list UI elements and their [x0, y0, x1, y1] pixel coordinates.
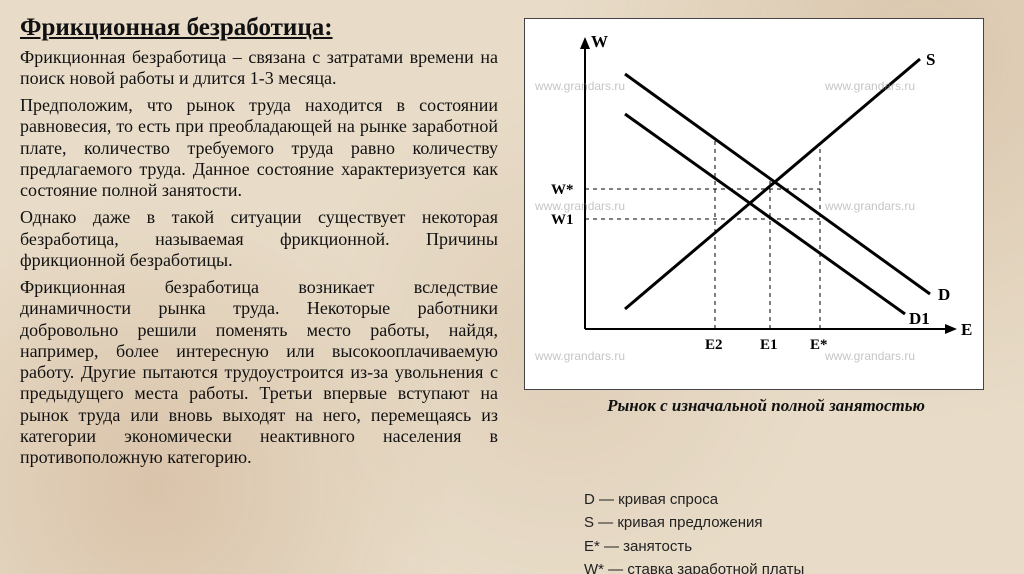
paragraph-4: Фрикционная безработица возникает вследс…	[20, 277, 498, 468]
paragraph-1: Фрикционная безработица – связана с затр…	[20, 47, 498, 89]
legend-item: S — кривая предложения	[584, 511, 1008, 534]
legend-item: D — кривая спроса	[584, 488, 1008, 511]
legend-item: E* — занятость	[584, 535, 1008, 558]
svg-text:E2: E2	[705, 337, 723, 353]
svg-text:E*: E*	[810, 337, 828, 353]
svg-text:W*: W*	[551, 182, 574, 198]
paragraph-3: Однако даже в такой ситуации существует …	[20, 207, 498, 271]
chart-caption: Рынок с изначальной полной занятостью	[524, 396, 1008, 416]
svg-text:W1: W1	[551, 212, 574, 228]
svg-text:D: D	[938, 285, 950, 304]
svg-text:S: S	[926, 50, 935, 69]
svg-text:E1: E1	[760, 337, 778, 353]
legend-item: W* — ставка заработной платы	[584, 558, 1008, 574]
figure-column: www.grandars.ru www.grandars.ru www.gran…	[510, 14, 1008, 558]
slide: Фрикционная безработица: Фрикционная без…	[0, 0, 1024, 574]
svg-text:E: E	[961, 320, 972, 339]
legend: D — кривая спроса S — кривая предложения…	[524, 488, 1008, 574]
page-title: Фрикционная безработица:	[20, 14, 498, 43]
supply-demand-chart: www.grandars.ru www.grandars.ru www.gran…	[524, 18, 984, 390]
text-column: Фрикционная безработица: Фрикционная без…	[20, 14, 510, 558]
chart-svg: W E S D D1 W* W1 E2 E1 E*	[525, 19, 983, 389]
svg-text:D1: D1	[909, 309, 930, 328]
svg-text:W: W	[591, 32, 608, 51]
paragraph-2: Предположим, что рынок труда находится в…	[20, 95, 498, 201]
